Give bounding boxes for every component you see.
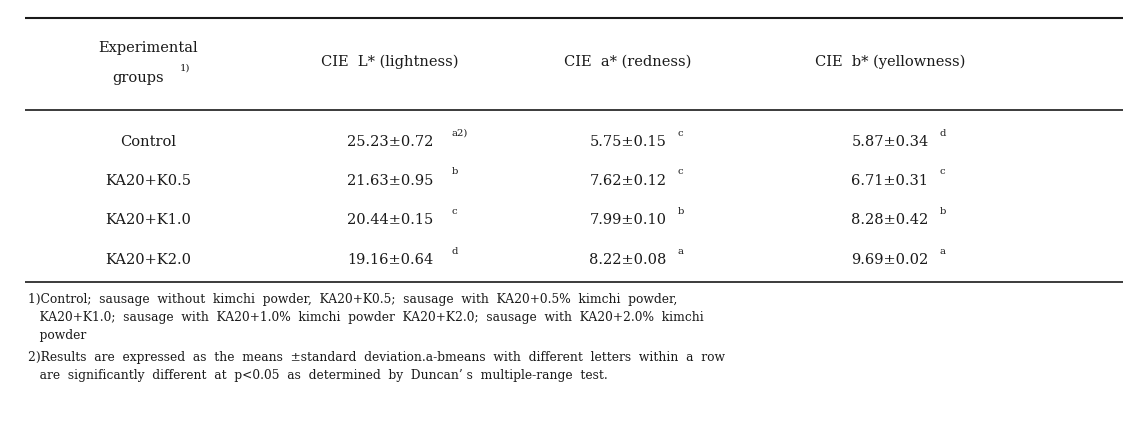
Text: 19.16±0.64: 19.16±0.64 [347, 253, 433, 267]
Text: a: a [678, 247, 684, 255]
Text: 1)Control;  sausage  without  kimchi  powder,  KA20+K0.5;  sausage  with  KA20+0: 1)Control; sausage without kimchi powder… [28, 294, 677, 307]
Text: b: b [940, 206, 946, 215]
Text: CIE  a* (redness): CIE a* (redness) [565, 55, 692, 69]
Text: KA20+K1.0;  sausage  with  KA20+1.0%  kimchi  powder  KA20+K2.0;  sausage  with : KA20+K1.0; sausage with KA20+1.0% kimchi… [28, 312, 704, 324]
Text: 25.23±0.72: 25.23±0.72 [347, 135, 433, 149]
Text: KA20+K2.0: KA20+K2.0 [104, 253, 191, 267]
Text: KA20+K0.5: KA20+K0.5 [104, 174, 191, 188]
Text: groups: groups [113, 71, 164, 85]
Text: 2)Results  are  expressed  as  the  means  ±standard  deviation.a-bmeans  with  : 2)Results are expressed as the means ±st… [28, 352, 726, 364]
Text: CIE  L* (lightness): CIE L* (lightness) [321, 55, 459, 69]
Text: KA20+K1.0: KA20+K1.0 [106, 213, 191, 227]
Text: c: c [678, 129, 683, 138]
Text: 8.28±0.42: 8.28±0.42 [852, 213, 929, 227]
Text: b: b [678, 206, 684, 215]
Text: 1): 1) [180, 64, 191, 73]
Text: CIE  b* (yellowness): CIE b* (yellowness) [815, 55, 965, 69]
Text: powder: powder [28, 329, 86, 343]
Text: d: d [940, 129, 946, 138]
Text: d: d [452, 247, 458, 255]
Text: 5.75±0.15: 5.75±0.15 [590, 135, 667, 149]
Text: 5.87±0.34: 5.87±0.34 [852, 135, 929, 149]
Text: b: b [452, 167, 458, 177]
Text: Control: Control [121, 135, 176, 149]
Text: 20.44±0.15: 20.44±0.15 [347, 213, 433, 227]
Text: 7.62±0.12: 7.62±0.12 [590, 174, 667, 188]
Text: 8.22±0.08: 8.22±0.08 [589, 253, 667, 267]
Text: 9.69±0.02: 9.69±0.02 [852, 253, 929, 267]
Text: are  significantly  different  at  p<0.05  as  determined  by  Duncan’ s  multip: are significantly different at p<0.05 as… [28, 369, 607, 383]
Text: c: c [678, 167, 683, 177]
Text: 21.63±0.95: 21.63±0.95 [347, 174, 433, 188]
Text: 6.71±0.31: 6.71±0.31 [852, 174, 929, 188]
Text: c: c [940, 167, 946, 177]
Text: a2): a2) [452, 129, 468, 138]
Text: a: a [940, 247, 946, 255]
Text: 7.99±0.10: 7.99±0.10 [590, 213, 667, 227]
Text: c: c [452, 206, 458, 215]
Text: Experimental: Experimental [99, 41, 197, 55]
